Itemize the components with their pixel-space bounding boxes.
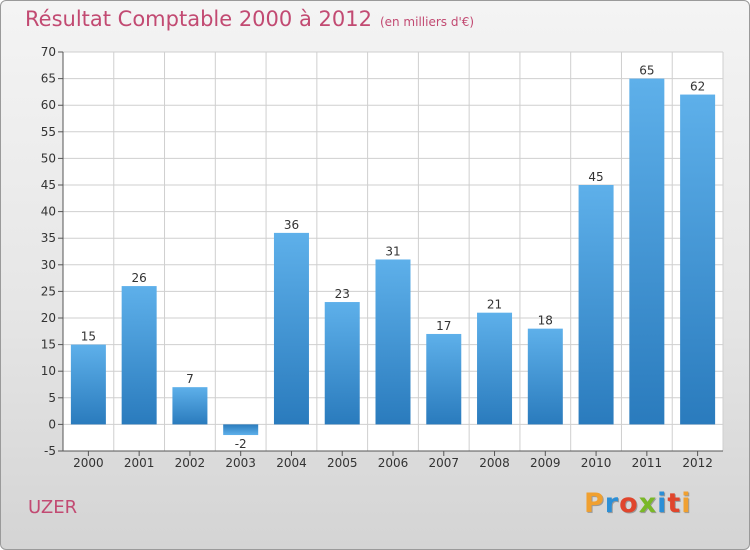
bar-2002 xyxy=(172,387,208,425)
x-tick-label: 2006 xyxy=(378,456,409,470)
x-tick-label: 2012 xyxy=(682,456,713,470)
y-tick-label: 5 xyxy=(48,391,56,405)
data-label: -2 xyxy=(235,437,247,451)
data-label: 21 xyxy=(487,298,502,312)
y-tick-label: 10 xyxy=(41,364,56,378)
bar-2007 xyxy=(426,333,462,425)
bar-2004 xyxy=(273,232,309,425)
logo-letter: i xyxy=(657,488,668,519)
y-tick-label: -5 xyxy=(44,444,56,458)
bar-2005 xyxy=(324,302,360,425)
logo-letter: P xyxy=(584,488,605,519)
chart-subtitle: (en milliers d'€) xyxy=(379,15,475,29)
bar-2003 xyxy=(223,424,259,436)
y-tick-label: 25 xyxy=(41,284,56,298)
data-label: 45 xyxy=(588,170,603,184)
y-tick-label: 55 xyxy=(41,125,56,139)
logo-letter: o xyxy=(619,488,639,519)
y-tick-label: 30 xyxy=(41,258,56,272)
data-label: 17 xyxy=(436,319,451,333)
x-tick-label: 2009 xyxy=(530,456,561,470)
data-label: 23 xyxy=(335,287,350,301)
y-tick-label: 45 xyxy=(41,178,56,192)
y-tick-label: 15 xyxy=(41,338,56,352)
bar-2000 xyxy=(70,344,106,425)
commune-name: UZER xyxy=(28,497,78,518)
x-tick-label: 2010 xyxy=(581,456,612,470)
data-label: 26 xyxy=(132,271,147,285)
data-label: 31 xyxy=(385,244,400,258)
y-tick-label: 0 xyxy=(48,417,56,431)
y-tick-label: 35 xyxy=(41,231,56,245)
x-tick-label: 2011 xyxy=(632,456,663,470)
bar-2006 xyxy=(375,259,411,425)
y-tick-label: 40 xyxy=(41,205,56,219)
data-label: 65 xyxy=(639,64,654,78)
x-tick-label: 2000 xyxy=(73,456,104,470)
axis-layer: -5 0 5 10 15 20 25 30 35 40 45 50 55 60 65 70 2000 2001 20… xyxy=(41,45,723,470)
y-tick-label: 50 xyxy=(41,151,56,165)
chart-title: Résultat Comptable 2000 à 2012 (en millie… xyxy=(25,7,474,31)
logo-letter: r xyxy=(604,488,620,519)
bar-2010 xyxy=(578,185,614,425)
logo-letter: t xyxy=(667,488,682,519)
y-tick-label: 20 xyxy=(41,311,56,325)
bar-2012 xyxy=(680,94,716,425)
x-tick-label: 2001 xyxy=(124,456,155,470)
bar-2009 xyxy=(527,328,563,425)
data-label: 62 xyxy=(690,80,705,94)
y-tick-label: 65 xyxy=(41,72,56,86)
x-tick-label: 2003 xyxy=(225,456,256,470)
data-label: 7 xyxy=(186,372,194,386)
x-tick-label: 2005 xyxy=(327,456,358,470)
bar-layer: 15 26 7 -2 36 23 31 17 21 18 45 65 62 xyxy=(70,64,716,451)
bar-2008 xyxy=(477,312,513,425)
proxiti-logo: Proxiti xyxy=(584,488,692,519)
x-tick-label: 2004 xyxy=(276,456,307,470)
data-label: 15 xyxy=(81,330,96,344)
x-tick-label: 2002 xyxy=(175,456,206,470)
logo-letter: x xyxy=(638,488,658,519)
x-tick-label: 2008 xyxy=(479,456,510,470)
logo-letter: i xyxy=(681,488,692,519)
data-label: 36 xyxy=(284,218,299,232)
x-tick-label: 2007 xyxy=(428,456,459,470)
bar-2001 xyxy=(121,286,157,425)
data-label: 18 xyxy=(538,314,553,328)
chart-title-text: Résultat Comptable 2000 à 2012 xyxy=(25,7,372,31)
bar-2011 xyxy=(629,78,665,425)
y-tick-label: 60 xyxy=(41,98,56,112)
y-tick-label: 70 xyxy=(41,45,56,59)
